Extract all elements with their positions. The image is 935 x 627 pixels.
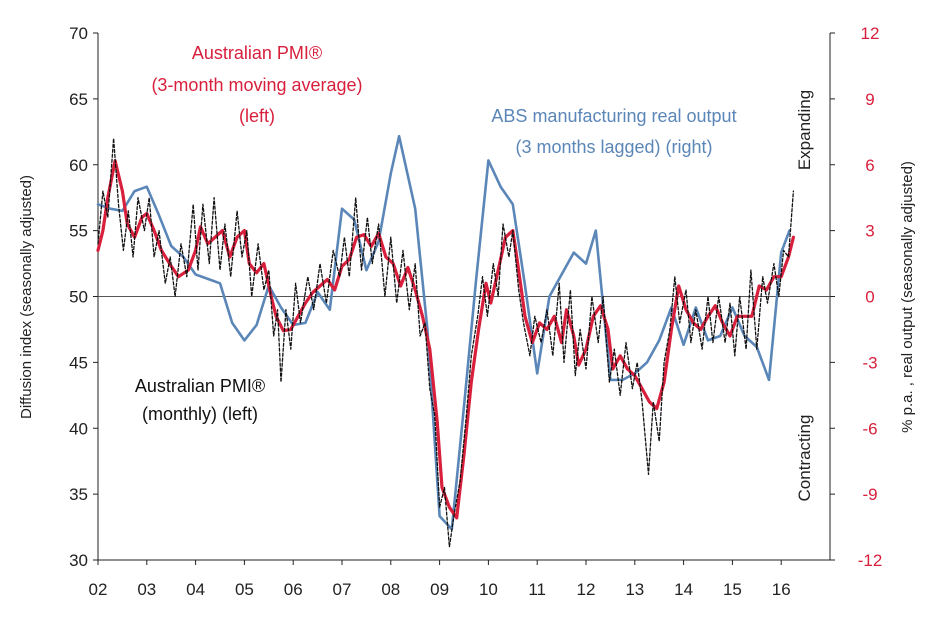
- series-layer: [96, 134, 795, 548]
- x-tick-label: 02: [89, 580, 108, 599]
- x-tick-label: 13: [625, 580, 644, 599]
- pmi-avg-label-line1: Australian PMI®: [192, 43, 322, 63]
- right-tick-label: 9: [865, 90, 874, 109]
- right-tick-label: 12: [861, 24, 880, 43]
- right-tick-label: 3: [865, 222, 874, 241]
- left-tick-label: 60: [69, 156, 88, 175]
- right-tick-label: -3: [862, 353, 877, 372]
- x-tick-label: 16: [772, 580, 791, 599]
- series-abs-line: [96, 134, 791, 531]
- x-tick-label: 09: [430, 580, 449, 599]
- left-tick-label: 45: [69, 353, 88, 372]
- left-tick-label: 70: [69, 24, 88, 43]
- x-tick-label: 06: [284, 580, 303, 599]
- abs-label-line1: ABS manufacturing real output: [491, 106, 736, 126]
- right-axis-title: % p.a. , real output (seasonally adjuste…: [899, 161, 916, 433]
- pmi-avg-label-line3: (left): [239, 106, 275, 126]
- pmi-monthly-label-line1: Australian PMI®: [135, 376, 265, 396]
- x-tick-label: 12: [577, 580, 596, 599]
- left-tick-label: 35: [69, 485, 88, 504]
- series-pmi-monthly-line: [97, 137, 795, 548]
- left-tick-label: 55: [69, 222, 88, 241]
- x-tick-label: 14: [674, 580, 693, 599]
- pmi-avg-label-line2: (3-month moving average): [151, 75, 362, 95]
- left-tick-label: 65: [69, 90, 88, 109]
- right-tick-label: -9: [862, 485, 877, 504]
- x-tick-label: 04: [186, 580, 205, 599]
- pmi-monthly-label-line2: (monthly) (left): [142, 404, 258, 424]
- left-tick-label: 30: [69, 551, 88, 570]
- x-tick-label: 10: [479, 580, 498, 599]
- text-layer: Diffusion index (seasonally adjusted) % …: [18, 43, 916, 501]
- expanding-label: Expanding: [795, 90, 814, 170]
- x-tick-label: 03: [137, 580, 156, 599]
- abs-label-line2: (3 months lagged) (right): [515, 137, 712, 157]
- x-tick-label: 08: [381, 580, 400, 599]
- right-tick-label: -12: [858, 551, 883, 570]
- x-tick-label: 05: [235, 580, 254, 599]
- contracting-label: Contracting: [795, 415, 814, 502]
- left-tick-label: 40: [69, 419, 88, 438]
- left-tick-label: 50: [69, 288, 88, 307]
- x-tick-label: 07: [333, 580, 352, 599]
- right-tick-label: 6: [865, 156, 874, 175]
- x-tick-label: 11: [528, 580, 546, 599]
- left-axis-title: Diffusion index (seasonally adjusted): [18, 175, 35, 419]
- right-tick-label: -6: [862, 419, 877, 438]
- x-tick-label: 15: [723, 580, 742, 599]
- right-tick-label: 0: [865, 288, 874, 307]
